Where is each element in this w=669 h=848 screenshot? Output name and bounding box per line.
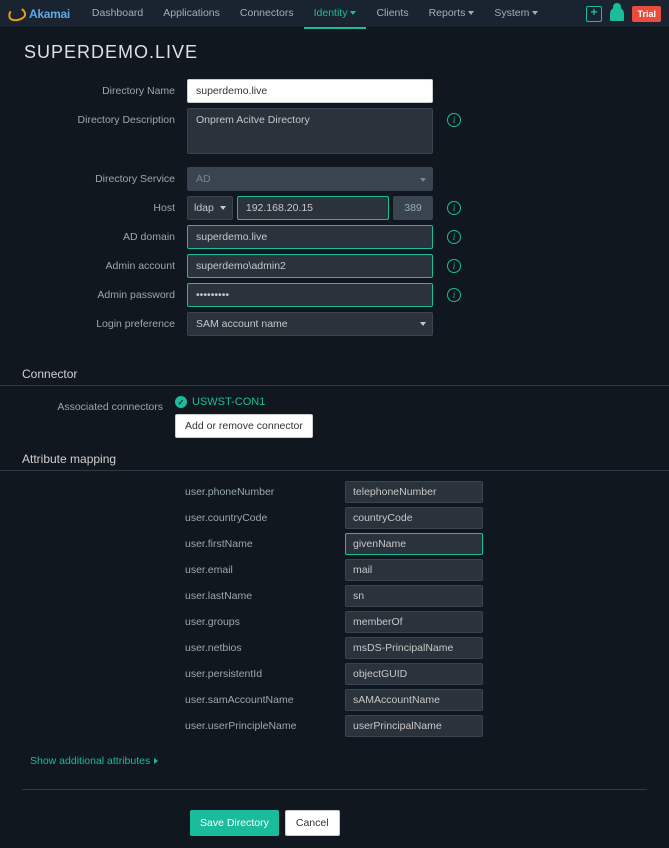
info-icon[interactable]: i <box>447 201 461 215</box>
admin-account-input[interactable] <box>187 254 433 278</box>
topbar: Akamai Dashboard Applications Connectors… <box>0 0 669 28</box>
attr-key: user.groups <box>185 616 345 628</box>
label-ad-domain: AD domain <box>12 225 187 249</box>
label-login-preference: Login preference <box>12 312 187 336</box>
page-title: SUPERDEMO.LIVE <box>0 28 669 73</box>
attr-row: user.groups <box>0 611 669 633</box>
attr-row: user.userPrincipleName <box>0 715 669 737</box>
directory-service-select: AD <box>187 167 433 191</box>
attr-value-input[interactable] <box>345 481 483 503</box>
label-admin-account: Admin account <box>12 254 187 278</box>
label-associated-connectors: Associated connectors <box>0 396 175 418</box>
label-directory-service: Directory Service <box>12 167 187 191</box>
attr-value-input[interactable] <box>345 507 483 529</box>
user-icon[interactable] <box>610 7 624 21</box>
label-directory-name: Directory Name <box>12 79 187 103</box>
attr-key: user.firstName <box>185 538 345 550</box>
brand-text: Akamai <box>29 7 70 21</box>
nav-identity[interactable]: Identity <box>304 0 367 29</box>
nav-dashboard[interactable]: Dashboard <box>82 0 153 29</box>
cancel-button[interactable]: Cancel <box>285 810 340 836</box>
label-admin-password: Admin password <box>12 283 187 307</box>
check-circle-icon: ✓ <box>175 396 187 408</box>
chevron-down-icon <box>468 11 474 15</box>
label-directory-description: Directory Description <box>12 108 187 132</box>
show-additional-attributes-link[interactable]: Show additional attributes <box>0 741 158 789</box>
chevron-down-icon <box>350 11 356 15</box>
brand-logo[interactable]: Akamai <box>8 7 70 21</box>
nav-connectors[interactable]: Connectors <box>230 0 304 29</box>
directory-form: Directory Name Directory Description Onp… <box>0 73 669 361</box>
attr-row: user.email <box>0 559 669 581</box>
logo-swoosh-icon <box>7 5 28 22</box>
info-icon[interactable]: i <box>447 259 461 273</box>
connector-heading: Connector <box>0 361 669 386</box>
directory-description-input[interactable]: Onprem Acitve Directory <box>187 108 433 154</box>
attr-key: user.email <box>185 564 345 576</box>
attr-value-input[interactable] <box>345 637 483 659</box>
add-icon[interactable] <box>586 6 602 22</box>
attr-row: user.countryCode <box>0 507 669 529</box>
footer-actions: Save Directory Cancel <box>0 810 669 848</box>
save-directory-button[interactable]: Save Directory <box>190 810 279 836</box>
admin-password-input[interactable] <box>187 283 433 307</box>
attr-key: user.phoneNumber <box>185 486 345 498</box>
topbar-right: Trial <box>586 6 661 22</box>
ad-domain-input[interactable] <box>187 225 433 249</box>
nav-clients[interactable]: Clients <box>366 0 418 29</box>
top-nav: Dashboard Applications Connectors Identi… <box>82 0 548 29</box>
attribute-mapping-heading: Attribute mapping <box>0 446 669 471</box>
attr-value-input[interactable] <box>345 715 483 737</box>
attr-key: user.netbios <box>185 642 345 654</box>
add-remove-connector-button[interactable]: Add or remove connector <box>175 414 313 438</box>
connector-name: ✓ USWST-CON1 <box>175 396 313 408</box>
attr-row: user.persistentId <box>0 663 669 685</box>
attr-value-input[interactable] <box>345 585 483 607</box>
attr-key: user.persistentId <box>185 668 345 680</box>
nav-reports[interactable]: Reports <box>419 0 485 29</box>
connector-row: Associated connectors ✓ USWST-CON1 Add o… <box>0 396 669 438</box>
attr-row: user.firstName <box>0 533 669 555</box>
attr-value-input[interactable] <box>345 663 483 685</box>
host-address-input[interactable] <box>237 196 389 220</box>
attr-row: user.netbios <box>0 637 669 659</box>
nav-applications[interactable]: Applications <box>153 0 230 29</box>
host-port: 389 <box>393 196 433 220</box>
nav-system[interactable]: System <box>484 0 548 29</box>
login-preference-select[interactable]: SAM account name <box>187 312 433 336</box>
attr-value-input[interactable] <box>345 533 483 555</box>
attr-value-input[interactable] <box>345 611 483 633</box>
chevron-down-icon <box>532 11 538 15</box>
directory-name-input[interactable] <box>187 79 433 103</box>
info-icon[interactable]: i <box>447 113 461 127</box>
attr-key: user.lastName <box>185 590 345 602</box>
attr-row: user.phoneNumber <box>0 481 669 503</box>
info-icon[interactable]: i <box>447 230 461 244</box>
attr-row: user.lastName <box>0 585 669 607</box>
info-icon[interactable]: i <box>447 288 461 302</box>
attr-value-input[interactable] <box>345 559 483 581</box>
trial-badge: Trial <box>632 6 661 22</box>
attr-key: user.samAccountName <box>185 694 345 706</box>
attribute-mapping-list: user.phoneNumber user.countryCode user.fir… <box>0 481 669 737</box>
attr-key: user.countryCode <box>185 512 345 524</box>
chevron-right-icon <box>154 758 158 764</box>
attr-key: user.userPrincipleName <box>185 720 345 732</box>
host-protocol-select[interactable]: ldap <box>187 196 233 220</box>
label-host: Host <box>12 196 187 220</box>
chevron-down-icon <box>220 206 226 210</box>
